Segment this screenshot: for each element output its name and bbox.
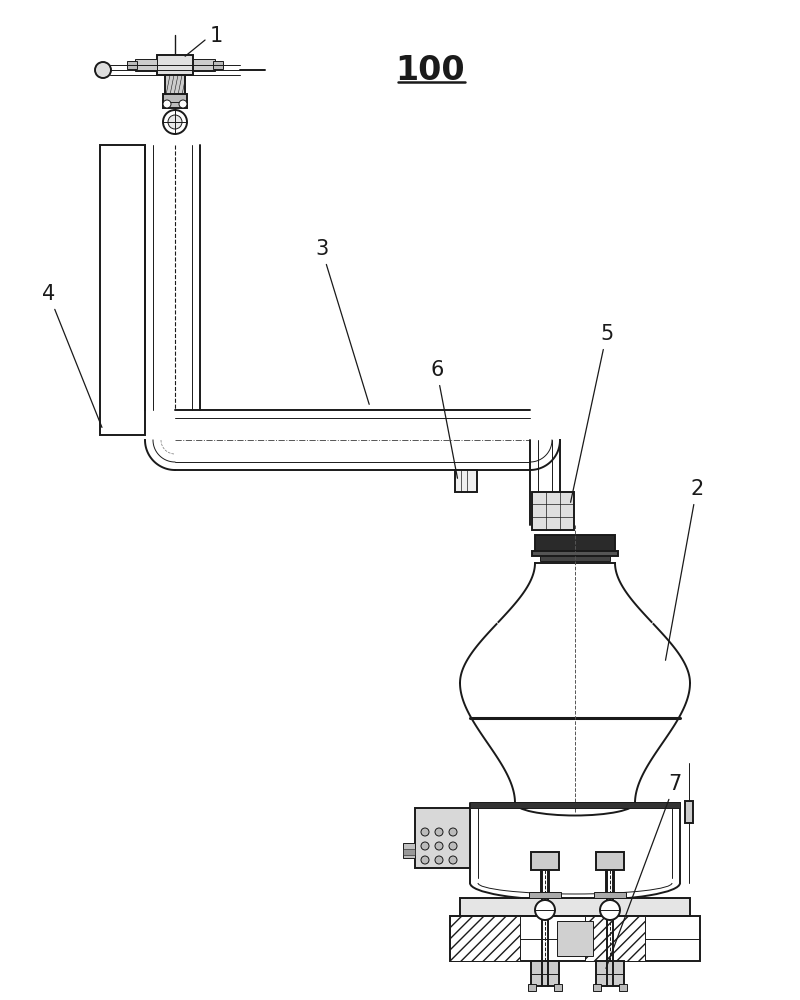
Circle shape (421, 828, 429, 836)
Circle shape (421, 842, 429, 850)
Bar (594, 892, 626, 898)
Bar (585, 916, 645, 961)
Bar (596, 852, 624, 870)
Text: 7: 7 (606, 774, 682, 968)
Bar (213, 61, 223, 69)
Bar (593, 984, 601, 991)
Circle shape (449, 856, 457, 864)
Bar (532, 551, 618, 556)
Circle shape (163, 110, 187, 134)
Bar (554, 984, 562, 991)
Circle shape (421, 856, 429, 864)
Circle shape (168, 115, 182, 129)
Bar (403, 849, 415, 855)
Circle shape (449, 842, 457, 850)
Circle shape (535, 900, 555, 920)
Bar (531, 852, 559, 870)
Bar (529, 892, 561, 898)
Text: 1: 1 (185, 26, 223, 56)
Bar (127, 61, 137, 69)
Circle shape (95, 62, 111, 78)
Circle shape (179, 100, 187, 108)
Text: 2: 2 (666, 479, 703, 660)
Bar (415, 808, 470, 868)
Circle shape (449, 828, 457, 836)
Bar (157, 55, 193, 75)
Text: 5: 5 (570, 324, 614, 502)
Bar (535, 535, 615, 553)
Circle shape (435, 856, 443, 864)
Bar (531, 961, 559, 986)
Bar (540, 551, 610, 561)
Text: 3: 3 (315, 239, 369, 404)
Bar (470, 802, 680, 808)
Bar (460, 898, 690, 916)
Bar (193, 59, 215, 71)
Bar (135, 59, 157, 71)
Bar (100, 145, 145, 435)
Bar (403, 843, 415, 858)
Text: 6: 6 (430, 360, 458, 478)
Bar (163, 94, 187, 108)
Bar (528, 984, 536, 991)
Bar (450, 916, 700, 961)
Bar (455, 470, 477, 492)
Bar (557, 921, 593, 956)
Bar (450, 916, 520, 961)
Bar (596, 961, 624, 986)
Text: 4: 4 (42, 284, 102, 427)
Circle shape (435, 828, 443, 836)
Bar (532, 492, 574, 530)
Circle shape (435, 842, 443, 850)
Bar (685, 801, 693, 823)
Bar (619, 984, 627, 991)
Text: 100: 100 (395, 53, 465, 87)
Circle shape (600, 900, 620, 920)
Circle shape (163, 100, 171, 108)
Bar (165, 75, 185, 95)
